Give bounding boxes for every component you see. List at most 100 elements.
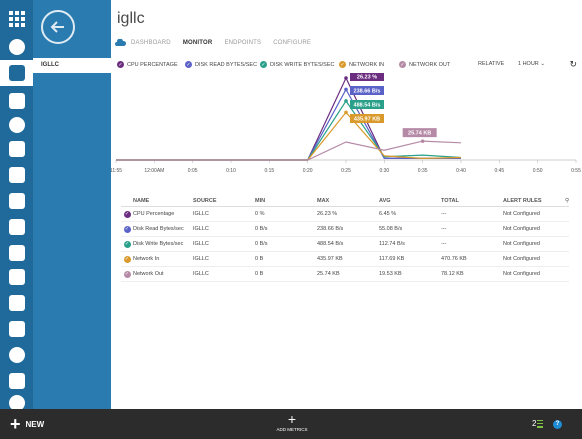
- check-icon: ✓: [185, 61, 192, 68]
- x-tick-label: 0:05: [188, 168, 198, 174]
- table-row[interactable]: ✓ Network In IGLLC 0 B 435.97 KB 117.69 KB 470…: [121, 252, 569, 267]
- x-tick-label: 0:20: [303, 168, 313, 174]
- check-icon[interactable]: ✓: [123, 270, 131, 278]
- check-icon: ✓: [260, 61, 267, 68]
- rail-item-recovery-services[interactable]: [0, 342, 33, 368]
- x-tick-label: 0:25: [341, 168, 351, 174]
- x-tick-label: 0:50: [533, 168, 543, 174]
- data-label: 238.66 B/s: [354, 89, 381, 95]
- rail-item-visual-studio[interactable]: [0, 264, 33, 290]
- cell-name: Network Out: [133, 271, 164, 277]
- sql-databases-icon: [8, 141, 25, 157]
- data-label: 25.74 KB: [408, 131, 431, 137]
- mobile-services-icon: [8, 93, 25, 109]
- back-button[interactable]: [41, 10, 75, 44]
- time-range-selector[interactable]: 1 HOUR ⌄: [518, 61, 545, 67]
- cell-alert: Not Configured: [503, 271, 540, 277]
- rail-item-biztalk[interactable]: [0, 316, 33, 342]
- rail-item-service-bus[interactable]: [0, 240, 33, 266]
- tab-dashboard[interactable]: DASHBOARD: [131, 39, 171, 46]
- hdinsight-icon: [8, 193, 25, 209]
- main-content: igllc DASHBOARD MONITOR ENDPOINTS CONFIGURE…: [111, 0, 582, 409]
- cell-name: CPU Percentage: [133, 211, 175, 217]
- data-label: 435.97 KB: [354, 117, 380, 123]
- cell-total: 470.76 KB: [441, 256, 467, 262]
- new-button[interactable]: + NEW: [10, 415, 44, 433]
- cell-avg: 6.45 %: [379, 211, 397, 217]
- cell-total: ---: [441, 211, 447, 217]
- legend-item[interactable]: ✓ NETWORK IN: [339, 61, 384, 68]
- x-tick-label: 0:30: [379, 168, 389, 174]
- rail-item-cache[interactable]: [0, 290, 33, 316]
- col-name[interactable]: NAME: [133, 197, 150, 204]
- cell-total: 78.12 KB: [441, 271, 464, 277]
- col-alert-rules[interactable]: ALERT RULES: [503, 197, 542, 204]
- cell-source: IGLLC: [193, 211, 209, 217]
- table-row[interactable]: ✓ Disk Write Bytes/sec IGLLC 0 B/s 488.54 B/…: [121, 237, 569, 252]
- table-row[interactable]: ✓ CPU Percentage IGLLC 0 % 26.23 % 6.45 % --- N…: [121, 207, 569, 222]
- tab-endpoints[interactable]: ENDPOINTS: [224, 39, 262, 46]
- check-icon: ✓: [399, 61, 406, 68]
- service-bus-icon: [8, 245, 25, 261]
- col-min[interactable]: MIN: [255, 197, 266, 204]
- rail-item-hdinsight[interactable]: [0, 188, 33, 214]
- rail-item-settings[interactable]: [0, 390, 33, 416]
- rail-item-sql-databases[interactable]: [0, 136, 33, 162]
- cell-alert: Not Configured: [503, 226, 540, 232]
- plus-icon: +: [10, 414, 21, 434]
- cell-total: ---: [441, 241, 447, 247]
- rail-item-all-items[interactable]: [0, 6, 33, 32]
- cell-min: 0 %: [255, 211, 265, 217]
- series-point: [344, 87, 348, 92]
- rail-item-web-sites[interactable]: [0, 34, 33, 60]
- table-row[interactable]: ✓ Disk Read Bytes/sec IGLLC 0 B/s 238.66 B/s…: [121, 222, 569, 237]
- add-metrics-label: ADD METRICS: [276, 427, 308, 432]
- rail-item-cdn[interactable]: [0, 368, 33, 394]
- x-tick-label: 0:55: [571, 168, 581, 174]
- series-point: [420, 139, 425, 143]
- rail-item-cloud-services[interactable]: [0, 112, 33, 138]
- help-icon[interactable]: ?: [553, 420, 562, 429]
- rail-item-media-services[interactable]: [0, 214, 33, 240]
- cell-min: 0 B: [255, 256, 264, 262]
- recovery-services-icon: [8, 347, 25, 363]
- data-label: 488.54 B/s: [354, 103, 381, 109]
- legend-item[interactable]: ✓ CPU PERCENTAGE: [117, 61, 178, 68]
- legend-label: DISK READ BYTES/SEC: [195, 61, 258, 68]
- refresh-icon[interactable]: ↻: [569, 59, 577, 69]
- table-row[interactable]: ✓ Network Out IGLLC 0 B 25.74 KB 19.53 KB 78.1…: [121, 267, 569, 282]
- legend-item[interactable]: ✓ DISK WRITE BYTES/SEC: [260, 61, 334, 68]
- rail-item-virtual-machines[interactable]: [0, 60, 33, 86]
- relative-selector[interactable]: RELATIVE: [478, 61, 505, 67]
- operations-status[interactable]: 2: [532, 419, 544, 428]
- check-icon[interactable]: ✓: [123, 225, 131, 233]
- col-total[interactable]: TOTAL: [441, 197, 459, 204]
- tab-monitor[interactable]: MONITOR: [182, 39, 213, 46]
- series-line: [116, 76, 461, 161]
- col-source[interactable]: SOURCE: [193, 197, 217, 204]
- chevron-down-icon: ⌄: [540, 61, 545, 67]
- col-avg[interactable]: AVG: [379, 197, 391, 204]
- rail-item-storage[interactable]: [0, 162, 33, 188]
- check-icon[interactable]: ✓: [123, 240, 131, 248]
- series-point: [344, 99, 348, 103]
- add-metrics-button[interactable]: + ADD METRICS: [272, 412, 312, 432]
- search-icon[interactable]: ⚲: [564, 197, 569, 204]
- cell-source: IGLLC: [193, 271, 209, 277]
- cell-avg: 19.53 KB: [379, 271, 402, 277]
- cell-max: 238.66 B/s: [317, 226, 344, 232]
- check-icon[interactable]: ✓: [123, 255, 131, 263]
- subnav-item-igllc[interactable]: IGLLC: [33, 58, 111, 73]
- rail-item-mobile-services[interactable]: [0, 88, 33, 114]
- tab-configure[interactable]: CONFIGURE: [273, 39, 312, 46]
- check-icon[interactable]: ✓: [123, 210, 131, 218]
- legend-item[interactable]: ✓ NETWORK OUT: [399, 61, 450, 68]
- metrics-chart: 11:55 12:00AM 0:05 0:10 0:15 0:20 0:25 0:30 0:35…: [111, 73, 581, 174]
- bottom-command-bar: + NEW + ADD METRICS 2 ?: [0, 409, 582, 439]
- new-label: NEW: [25, 419, 45, 429]
- col-max[interactable]: MAX: [317, 197, 330, 204]
- legend-item[interactable]: ✓ DISK READ BYTES/SEC: [185, 61, 257, 68]
- x-tick-label: 0:10: [226, 168, 236, 174]
- x-tick-label: 0:45: [494, 168, 504, 174]
- series-point: [344, 76, 348, 80]
